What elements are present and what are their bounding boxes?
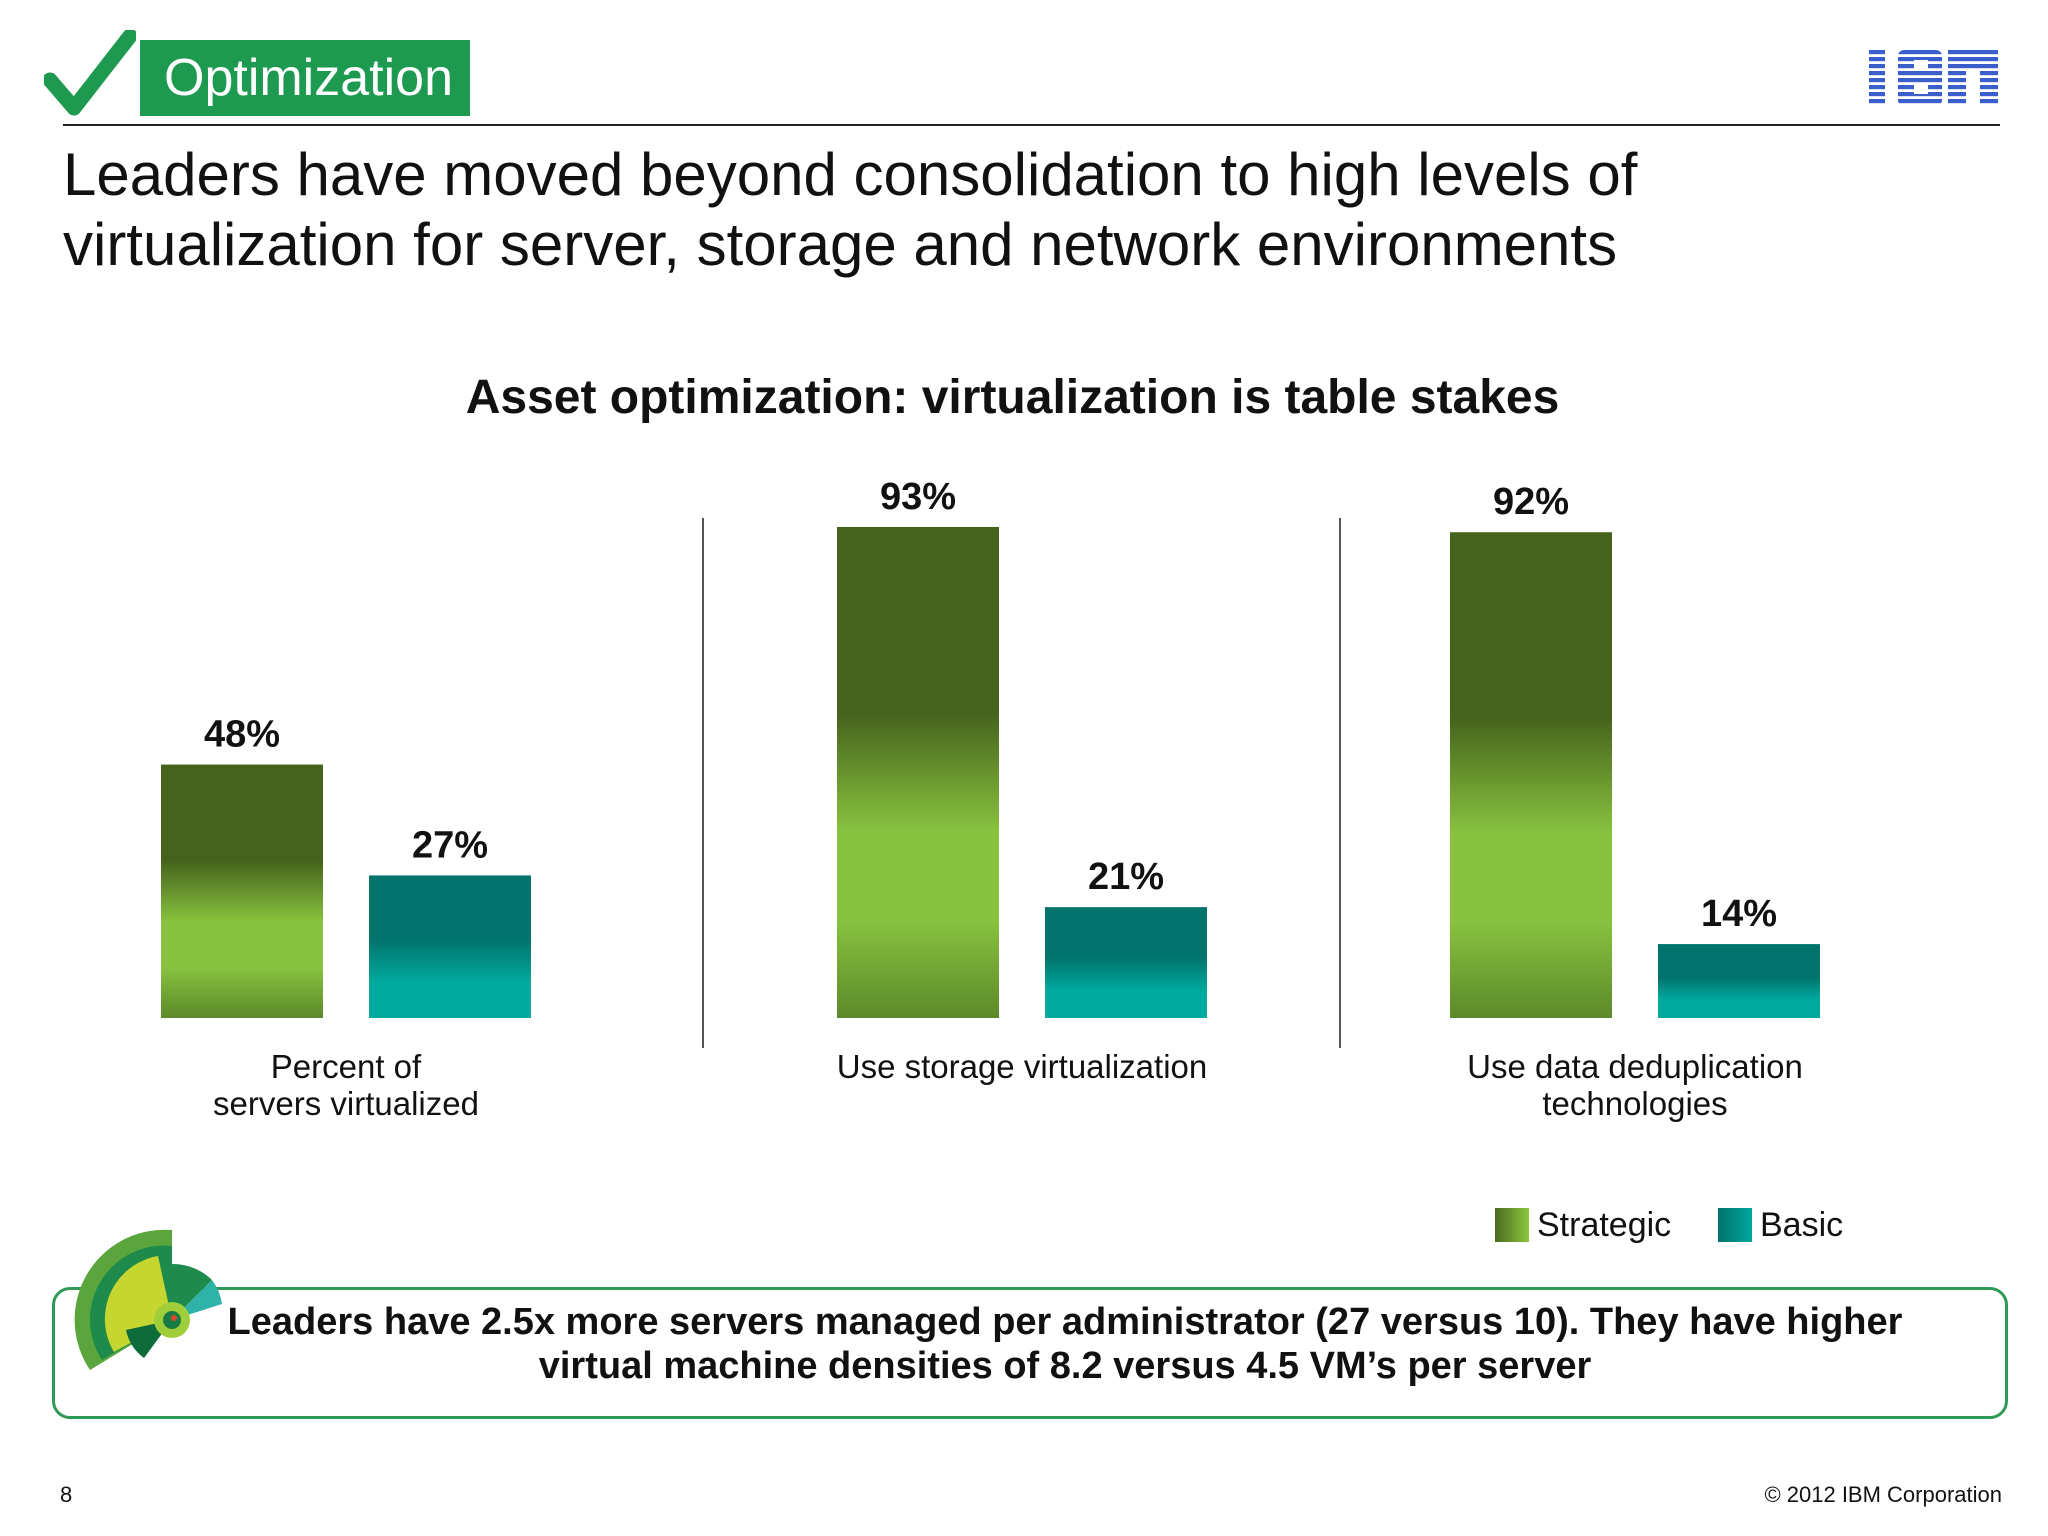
category-label-1-line-1: Percent of (271, 1048, 422, 1085)
bar-strategic-3 (1450, 532, 1612, 1018)
ibm-logo (1862, 50, 1998, 106)
chart-title: Asset optimization: virtualization is ta… (465, 371, 1560, 424)
copyright-notice: © 2012 IBM Corporation (1764, 1482, 2002, 1507)
category-label-1-line-2: servers virtualized (213, 1085, 479, 1122)
legend-basic: Basic (1718, 1200, 1843, 1250)
key-insight-callout (52, 1287, 2008, 1419)
decorative-arc-graphic (74, 1229, 222, 1370)
page-headline: Leaders have moved beyond consolidation … (63, 141, 1638, 278)
checkmark-icon (44, 30, 136, 116)
bar-strategic-2 (837, 526, 999, 1018)
section-tag: Optimization (140, 40, 470, 116)
data-label-basic-3: 14% (1701, 893, 1777, 935)
category-label-2-line-1: Use storage virtualization (837, 1048, 1208, 1085)
header-divider (63, 124, 2000, 126)
legend-swatch-basic (1718, 1208, 1752, 1242)
bar-basic-2 (1045, 907, 1207, 1018)
data-label-basic-2: 21% (1088, 856, 1164, 898)
bar-basic-3 (1658, 944, 1820, 1018)
bar-basic-1 (369, 875, 531, 1018)
legend-swatch-strategic (1495, 1208, 1529, 1242)
data-label-basic-1: 27% (412, 824, 488, 866)
callout-text: Leaders have 2.5x more servers managed p… (227, 1301, 1903, 1387)
bar-strategic-1 (161, 764, 323, 1018)
legend-label-basic: Basic (1760, 1205, 1844, 1244)
page-number: 8 (60, 1482, 73, 1507)
legend-label-strategic: Strategic (1537, 1205, 1672, 1244)
legend-strategic: Strategic (1495, 1200, 1671, 1250)
category-label-3-line-1: Use data deduplication (1467, 1048, 1803, 1085)
data-label-strategic-1: 48% (204, 714, 280, 756)
data-label-strategic-3: 92% (1493, 481, 1569, 523)
category-label-3-line-2: technologies (1542, 1085, 1727, 1122)
data-label-strategic-2: 93% (880, 476, 956, 518)
